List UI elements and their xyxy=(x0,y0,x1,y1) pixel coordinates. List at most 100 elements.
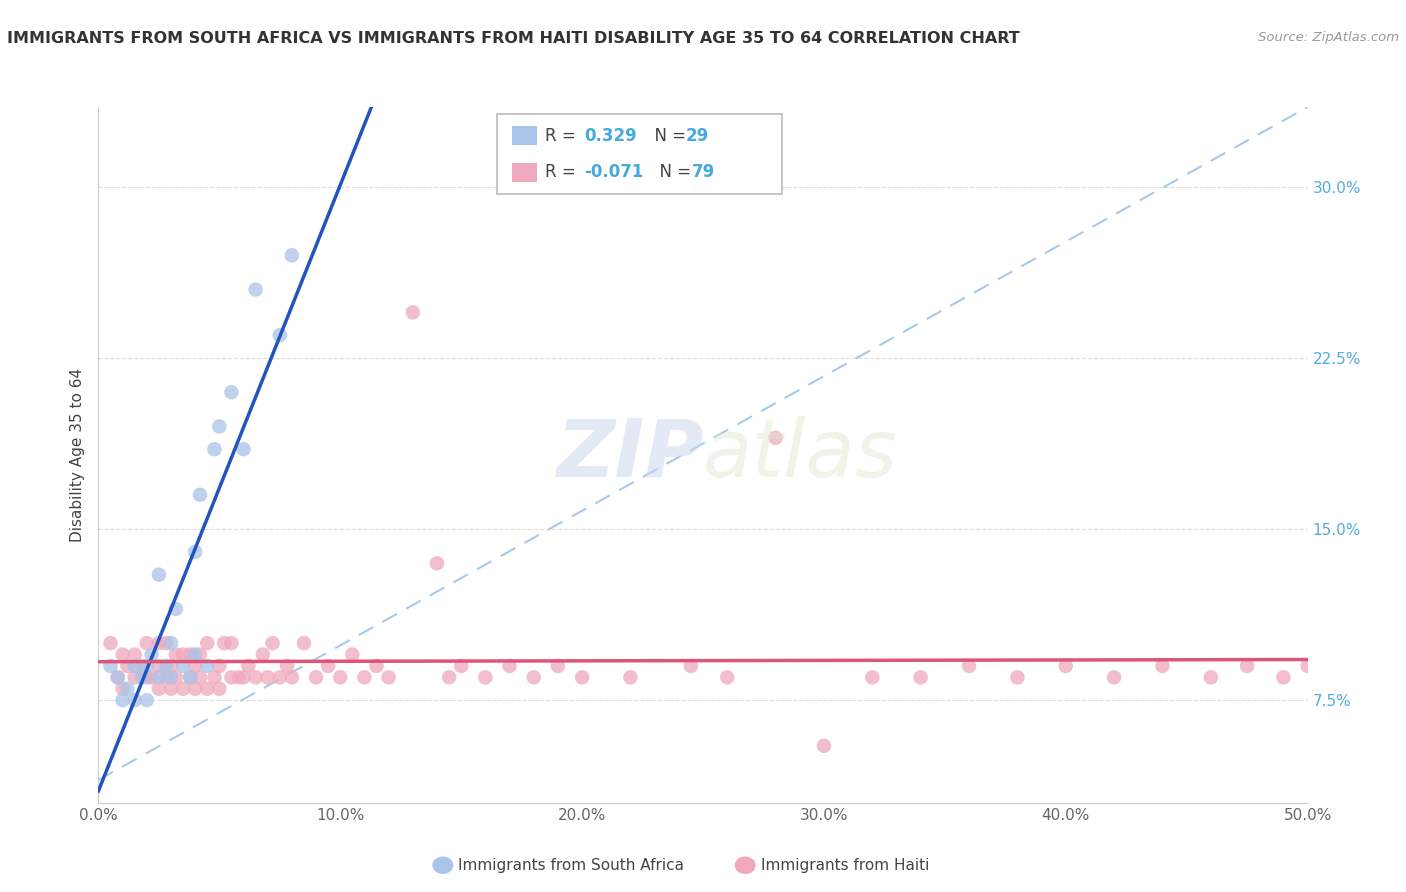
Point xyxy=(813,739,835,753)
Point xyxy=(148,659,170,673)
Point xyxy=(208,419,231,434)
Point xyxy=(212,636,235,650)
Point xyxy=(498,659,520,673)
Text: -0.071: -0.071 xyxy=(585,163,644,181)
Point xyxy=(179,670,201,684)
Point xyxy=(269,328,291,343)
Text: 0.329: 0.329 xyxy=(585,127,637,145)
Text: Immigrants from South Africa: Immigrants from South Africa xyxy=(458,858,685,872)
Point xyxy=(148,670,170,684)
Point xyxy=(269,670,291,684)
Point xyxy=(1199,670,1222,684)
Point xyxy=(148,636,170,650)
Point xyxy=(238,659,260,673)
Text: Source: ZipAtlas.com: Source: ZipAtlas.com xyxy=(1258,31,1399,45)
Point xyxy=(1272,670,1295,684)
Point xyxy=(276,659,298,673)
Point xyxy=(860,670,883,684)
Text: N =: N = xyxy=(650,163,696,181)
Point xyxy=(252,648,274,662)
Point xyxy=(329,670,352,684)
Point xyxy=(765,431,787,445)
Point xyxy=(910,670,932,684)
Point xyxy=(1007,670,1029,684)
Point xyxy=(437,670,460,684)
Point xyxy=(245,283,267,297)
Point xyxy=(124,693,146,707)
Point xyxy=(619,670,641,684)
Point xyxy=(232,442,254,457)
Point xyxy=(107,670,129,684)
Point xyxy=(184,681,207,696)
Point xyxy=(111,681,134,696)
Text: 29: 29 xyxy=(686,127,709,145)
Point xyxy=(377,670,399,684)
Point xyxy=(402,305,425,319)
Point xyxy=(366,659,388,673)
Point xyxy=(353,670,375,684)
Point xyxy=(195,659,218,673)
Point xyxy=(184,648,207,662)
Point xyxy=(571,670,593,684)
Text: atlas: atlas xyxy=(703,416,898,494)
Point xyxy=(141,670,163,684)
Point xyxy=(117,659,139,673)
Point xyxy=(135,659,157,673)
Point xyxy=(221,670,243,684)
Text: R =: R = xyxy=(546,163,581,181)
Point xyxy=(155,670,177,684)
Point xyxy=(195,636,218,650)
Point xyxy=(100,636,122,650)
Text: N =: N = xyxy=(644,127,690,145)
Point xyxy=(204,670,226,684)
Point xyxy=(111,648,134,662)
Point xyxy=(245,670,267,684)
Point xyxy=(184,659,207,673)
Point xyxy=(117,681,139,696)
Point xyxy=(172,681,194,696)
Point xyxy=(1054,659,1077,673)
Point xyxy=(342,648,364,662)
Point xyxy=(124,659,146,673)
Point xyxy=(232,670,254,684)
Text: ZIP: ZIP xyxy=(555,416,703,494)
Point xyxy=(135,693,157,707)
Point xyxy=(107,670,129,684)
Point xyxy=(135,670,157,684)
Point xyxy=(523,670,546,684)
Text: 79: 79 xyxy=(692,163,714,181)
Point xyxy=(221,385,243,400)
Point xyxy=(165,670,187,684)
Point xyxy=(160,636,183,650)
Point xyxy=(957,659,980,673)
Point xyxy=(1152,659,1174,673)
Point xyxy=(188,648,211,662)
Point xyxy=(292,636,315,650)
Point xyxy=(1236,659,1258,673)
Point xyxy=(281,670,304,684)
Point xyxy=(221,636,243,650)
Point xyxy=(208,659,231,673)
Point xyxy=(204,442,226,457)
Point xyxy=(188,488,211,502)
Point xyxy=(148,681,170,696)
Text: IMMIGRANTS FROM SOUTH AFRICA VS IMMIGRANTS FROM HAITI DISABILITY AGE 35 TO 64 CO: IMMIGRANTS FROM SOUTH AFRICA VS IMMIGRAN… xyxy=(7,31,1019,46)
Point xyxy=(208,681,231,696)
Point xyxy=(316,659,339,673)
Point xyxy=(160,681,183,696)
Point xyxy=(165,648,187,662)
Point xyxy=(228,670,250,684)
Point xyxy=(1296,659,1319,673)
Point xyxy=(426,556,449,570)
Point xyxy=(124,670,146,684)
Point xyxy=(131,670,153,684)
Point xyxy=(179,670,201,684)
Point xyxy=(305,670,328,684)
Point xyxy=(1102,670,1125,684)
Point xyxy=(100,659,122,673)
Point xyxy=(155,636,177,650)
Point xyxy=(262,636,284,650)
Point xyxy=(179,648,201,662)
Point xyxy=(172,659,194,673)
Point xyxy=(281,248,304,262)
